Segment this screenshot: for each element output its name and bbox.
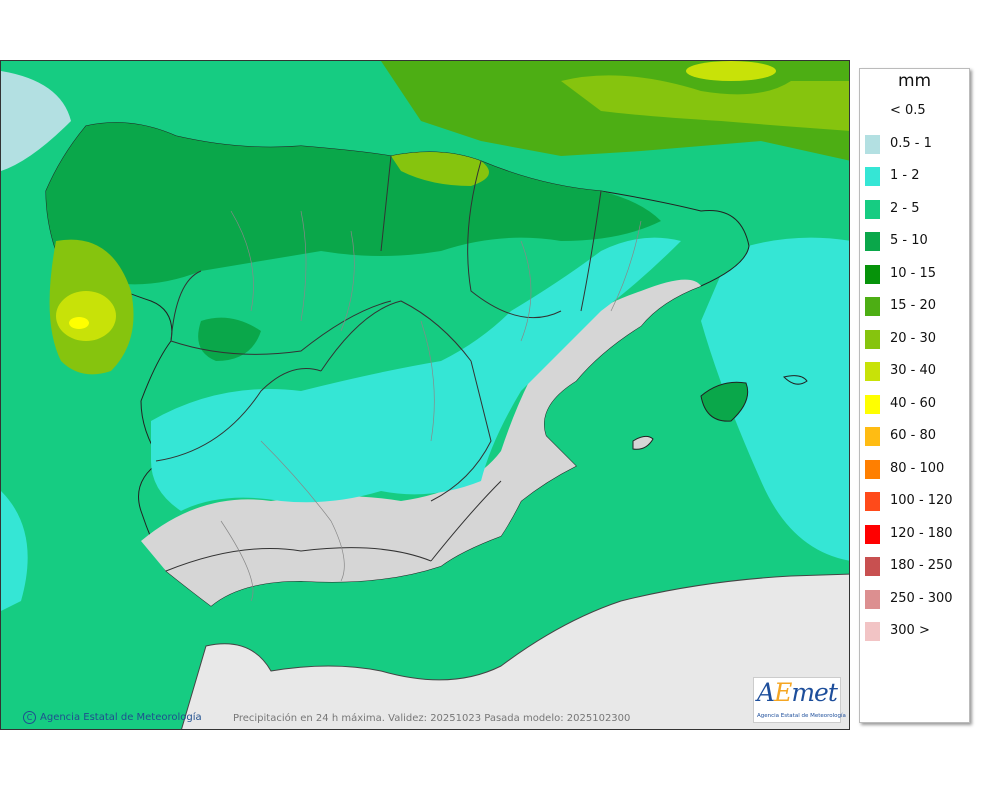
cantabria-peak-rain — [391, 152, 489, 186]
legend-swatch — [865, 297, 880, 316]
legend-item: 180 - 250 — [865, 556, 965, 576]
legend-item: 40 - 60 — [865, 394, 965, 414]
ibiza-island — [632, 435, 654, 450]
legend-item: 60 - 80 — [865, 426, 965, 446]
portugal-peak-rain — [56, 291, 116, 341]
logo-letters-met: met — [791, 678, 838, 707]
legend-swatch — [865, 199, 880, 219]
legend-item: 30 - 40 — [865, 361, 965, 381]
legend-label: 100 - 120 — [890, 493, 953, 508]
atlantic-sw-rain — [1, 491, 28, 611]
legend-item: 15 - 20 — [865, 296, 965, 316]
legend-swatch — [865, 362, 880, 381]
legend-swatch — [865, 557, 880, 576]
legend-swatch — [865, 329, 880, 349]
portugal-max-rain — [69, 317, 89, 329]
legend-item: < 0.5 — [865, 101, 965, 121]
legend-label: 40 - 60 — [890, 395, 937, 411]
france-heavy-rain — [561, 75, 849, 131]
mallorca-island — [700, 381, 749, 422]
legend-label: 30 - 40 — [890, 363, 937, 378]
legend-label: 20 - 30 — [890, 330, 937, 346]
legend-label: < 0.5 — [890, 103, 926, 118]
north-africa-land — [181, 573, 849, 729]
legend-label: 120 - 180 — [890, 525, 953, 541]
legend-swatch — [865, 264, 880, 284]
aemet-logo: AEmet Agencia Estatal de Meteorología — [753, 677, 846, 723]
legend-item: 20 - 30 — [865, 329, 965, 349]
map-caption: Precipitación en 24 h máxima. Validez: 2… — [233, 713, 631, 724]
legend-label: 0.5 - 1 — [890, 135, 932, 151]
legend-item: 1 - 2 — [865, 166, 965, 186]
legend-item: 100 - 120 — [865, 491, 965, 511]
legend-item: 10 - 15 — [865, 264, 965, 284]
precipitation-map: C Agencia Estatal de Meteorología Precip… — [0, 60, 850, 730]
west-light-rain — [1, 71, 71, 171]
credit-text: Agencia Estatal de Meteorología — [40, 712, 202, 723]
legend-swatch — [865, 524, 880, 544]
legend-item: 120 - 180 — [865, 524, 965, 544]
precipitation-legend: mm < 0.5 0.5 - 1 1 - 2 2 - 5 5 - 10 10 - 15 15… — [859, 68, 970, 723]
legend-swatch — [865, 589, 880, 609]
dry-south-east — [141, 279, 701, 606]
region-borders — [155, 155, 602, 572]
north-heavy-rain — [46, 122, 661, 285]
legend-title: mm — [897, 71, 932, 91]
legend-swatch — [865, 427, 880, 446]
legend-label: 2 - 5 — [890, 200, 920, 216]
legend-label: 80 - 100 — [890, 460, 945, 476]
legend-swatch — [865, 492, 880, 511]
logo-letter-e: E — [774, 678, 792, 707]
legend-item: 250 - 300 — [865, 589, 965, 609]
legend-swatch — [865, 134, 880, 154]
legend-swatch — [865, 232, 880, 251]
legend-label: 180 - 250 — [890, 558, 953, 573]
legend-label: 5 - 10 — [890, 233, 928, 248]
balearic-sea-rain — [701, 237, 849, 561]
menorca-island — [783, 375, 808, 385]
legend-item: 0.5 - 1 — [865, 134, 965, 154]
legend-item: 2 - 5 — [865, 199, 965, 219]
legend-label: 250 - 300 — [890, 590, 953, 606]
legend-item: 5 - 10 — [865, 231, 965, 251]
legend-swatch — [865, 622, 880, 641]
map-canvas — [1, 61, 849, 729]
logo-letter-a: A — [757, 678, 775, 707]
province-borders — [220, 210, 642, 602]
legend-item: 80 - 100 — [865, 459, 965, 479]
legend-label: 15 - 20 — [890, 298, 937, 313]
aemet-credit: C Agencia Estatal de Meteorología — [23, 711, 202, 724]
legend-label: 1 - 2 — [890, 168, 920, 183]
france-peak-rain — [686, 61, 776, 81]
legend-item: 300 > — [865, 621, 965, 641]
legend-swatch — [865, 394, 880, 414]
legend-swatch — [865, 459, 880, 479]
legend-label: 60 - 80 — [890, 428, 937, 443]
central-cyan-rain — [151, 237, 681, 511]
legend-label: 10 - 15 — [890, 265, 937, 281]
inland-rain-patch — [198, 317, 261, 361]
legend-label: 300 > — [890, 623, 930, 638]
logo-wordmark: AEmet — [757, 678, 838, 707]
copyright-icon: C — [23, 711, 36, 724]
logo-subtitle: Agencia Estatal de Meteorología — [757, 713, 846, 719]
legend-swatch — [865, 167, 880, 186]
legend-swatch — [865, 102, 880, 121]
